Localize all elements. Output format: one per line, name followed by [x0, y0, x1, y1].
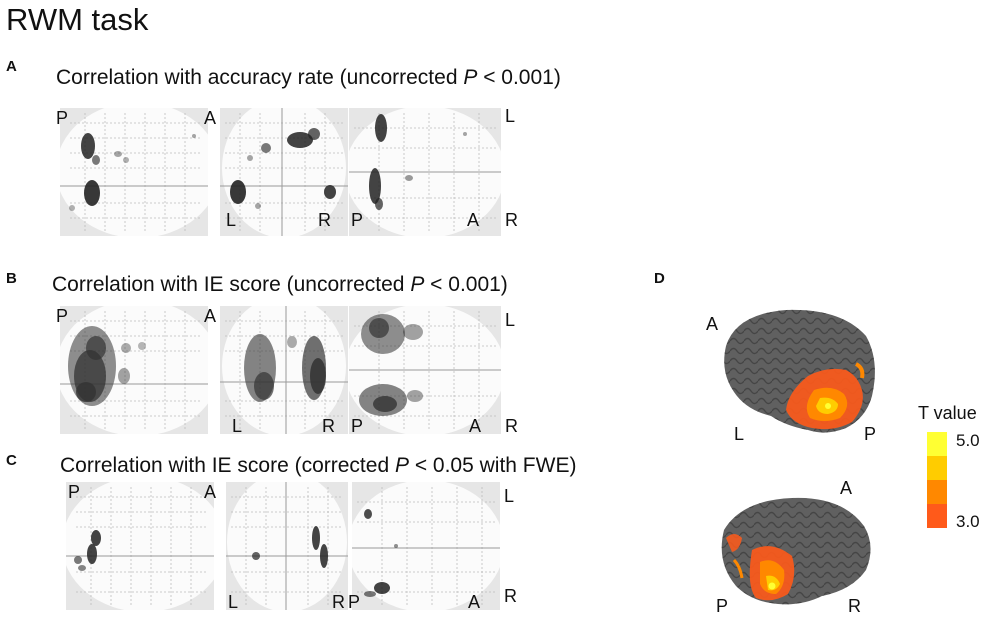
- panel-label-c: C: [6, 452, 17, 469]
- colorbar: [927, 432, 947, 528]
- panel-a-caption: Correlation with accuracy rate (uncorrec…: [56, 66, 561, 89]
- panel-a-coronal-map: [220, 108, 348, 236]
- panel-a-sag-posterior-label: P: [56, 108, 69, 128]
- brain-top-left-label: L: [734, 424, 745, 444]
- panel-label-a: A: [6, 58, 17, 75]
- panel-c-sag-anterior-label: A: [204, 482, 217, 502]
- panel-a-axi-left-label: L: [505, 106, 516, 126]
- figure-title: RWM task: [6, 2, 149, 37]
- panel-a-sagittal-view: P A: [56, 108, 216, 236]
- panel-c-axi-anterior-label: A: [468, 592, 481, 612]
- panel-a-axial-view: P A L R: [349, 106, 518, 236]
- panel-c-axi-right-label: R: [504, 586, 517, 606]
- panel-b-axi-right-label: R: [505, 416, 518, 436]
- brain-bottom-anterior-label: A: [840, 478, 853, 498]
- panel-a-axi-posterior-label: P: [351, 210, 364, 230]
- panel-c-coronal-map: [226, 482, 348, 610]
- panel-b-cor-right-label: R: [322, 416, 335, 436]
- panel-b-sag-posterior-label: P: [56, 306, 69, 326]
- panel-b-axi-posterior-label: P: [351, 416, 364, 436]
- panel-c-axi-posterior-label: P: [348, 592, 361, 612]
- panel-b-coronal-view: L R: [220, 306, 368, 436]
- panel-c-axial-map: [352, 482, 500, 610]
- colorbar-min-label: 3.0: [956, 512, 980, 531]
- colorbar-segment: [927, 432, 947, 456]
- panel-b-caption: Correlation with IE score (uncorrected P…: [52, 273, 508, 296]
- panel-c-axial-view: P A L R: [348, 482, 517, 612]
- brain-top-anterior-label: A: [706, 314, 719, 334]
- brain-top-posterior-label: P: [864, 424, 877, 444]
- brain-surface-right-lateral: [721, 497, 871, 605]
- panel-c-cor-left-label: L: [228, 592, 239, 612]
- panel-c-cor-right-label: R: [332, 592, 345, 612]
- panel-c-axi-left-label: L: [504, 486, 515, 506]
- panel-c-sagittal-view: P A: [66, 482, 217, 610]
- panel-b-sagittal-view: P A: [56, 306, 216, 434]
- panel-b-coronal-map: [220, 306, 348, 434]
- colorbar-segment: [927, 456, 947, 480]
- panel-c-sagittal-map: [66, 482, 214, 610]
- brain-render-right-lateral: A P R: [712, 478, 876, 616]
- panel-a-sag-anterior-label: A: [204, 108, 217, 128]
- panel-b-axial-map: [349, 306, 501, 434]
- panel-label-b: B: [6, 270, 17, 287]
- colorbar-segment: [927, 480, 947, 504]
- panel-b-axi-left-label: L: [505, 310, 516, 330]
- brain-render-left-lateral: A L P: [706, 306, 880, 444]
- panel-b-cor-left-label: L: [232, 416, 243, 436]
- panel-a-axi-right-label: R: [505, 210, 518, 230]
- panel-a-coronal-view: L R: [220, 108, 368, 236]
- panel-a-sagittal-map: [60, 108, 208, 236]
- panel-b-sagittal-map: [60, 306, 208, 434]
- panel-c-caption: Correlation with IE score (corrected P <…: [60, 454, 577, 477]
- panel-label-d: D: [654, 270, 665, 287]
- brain-bottom-posterior-label: P: [716, 596, 729, 616]
- panel-c-sag-posterior-label: P: [68, 482, 81, 502]
- colorbar-max-label: 5.0: [956, 431, 980, 450]
- colorbar-title: T value: [918, 403, 977, 423]
- panel-c-coronal-view: L R: [226, 482, 374, 612]
- panel-a-axi-anterior-label: A: [467, 210, 480, 230]
- brain-surface-left-lateral: [724, 309, 875, 433]
- panel-a-cor-right-label: R: [318, 210, 331, 230]
- panel-a-axial-map: [349, 108, 501, 236]
- panel-b-axial-view: P A L R: [349, 306, 518, 436]
- panel-b-axi-anterior-label: A: [469, 416, 482, 436]
- panel-b-sag-anterior-label: A: [204, 306, 217, 326]
- panel-a-cor-left-label: L: [226, 210, 237, 230]
- brain-bottom-right-label: R: [848, 596, 861, 616]
- colorbar-segment: [927, 504, 947, 528]
